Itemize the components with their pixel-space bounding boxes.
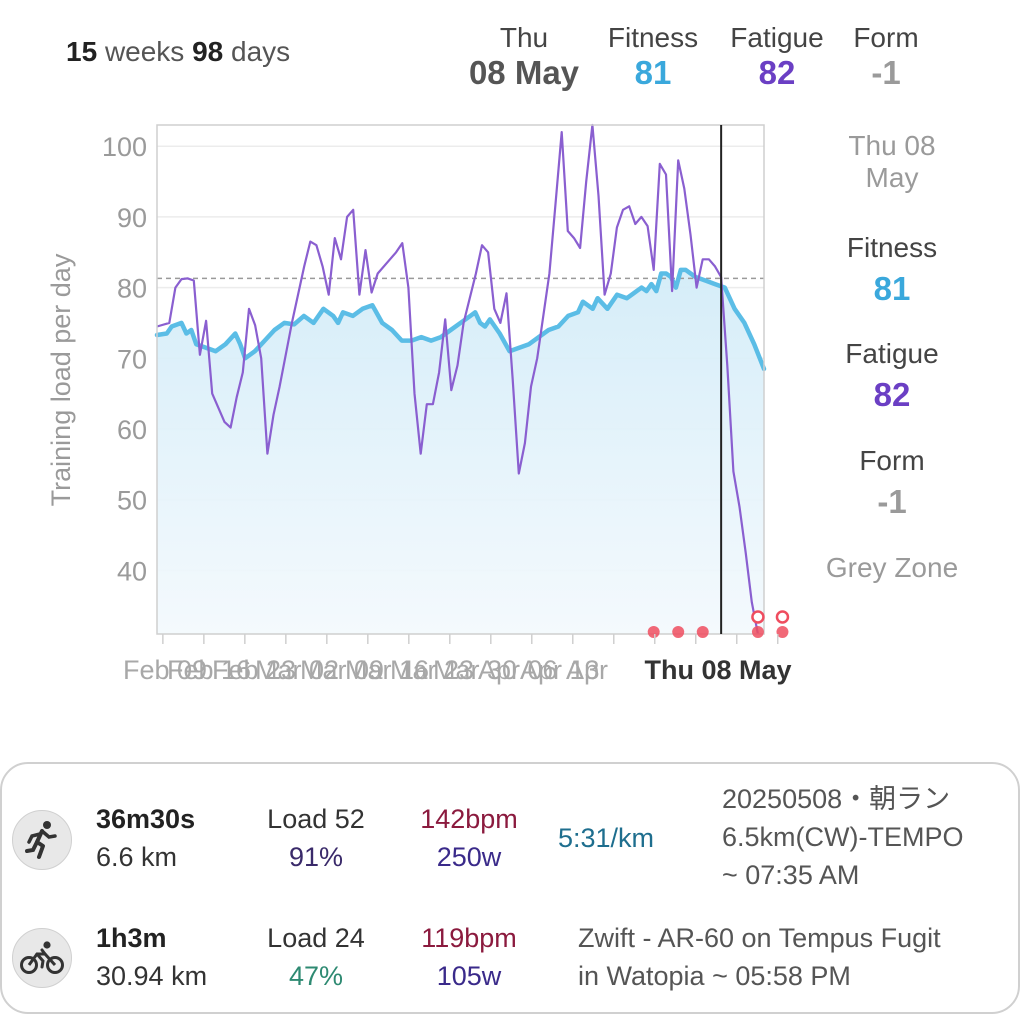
side-fitness: Fitness 81 bbox=[812, 232, 972, 308]
header-form-label: Form bbox=[853, 22, 919, 53]
activity-markers bbox=[647, 610, 790, 638]
side-fatigue-value: 82 bbox=[873, 376, 911, 413]
activity-1-percent: 91% bbox=[288, 842, 344, 872]
x-tick-label-8: Apr 06 bbox=[478, 655, 558, 685]
activity-1-pace: 5:31/km bbox=[558, 823, 655, 853]
header-fitness-value: 81 bbox=[634, 54, 672, 91]
x-tick-label-5: Mar 16 bbox=[345, 655, 429, 685]
x-tick-label-6: Mar 23 bbox=[390, 655, 474, 685]
cycling-icon[interactable] bbox=[12, 928, 72, 988]
header-fatigue: Fatigue 82 bbox=[722, 22, 832, 92]
activity-2-description[interactable]: Zwift - AR-60 on Tempus Fugit in Watopia… bbox=[578, 919, 941, 995]
activity-marker-5 bbox=[776, 626, 789, 638]
activity-2-distance: 30.94 km bbox=[96, 961, 208, 991]
zone-label: Grey Zone bbox=[825, 552, 959, 583]
activity-1-description[interactable]: 20250508・朝ラン 6.5km(CW)-TEMPO ~ 07:35 AM bbox=[722, 780, 963, 894]
header-fitness-label: Fitness bbox=[607, 22, 699, 53]
side-form-label: Form bbox=[859, 445, 925, 476]
fitness-series-line bbox=[154, 267, 767, 372]
activity-marker-2 bbox=[696, 626, 709, 638]
activity-1-metrics: 142bpm 250w bbox=[404, 800, 534, 876]
y-tick-label-100: 100 bbox=[102, 132, 147, 162]
y-axis-label: Training load per day bbox=[46, 253, 76, 506]
activity-2-desc-line1: Zwift - AR-60 on Tempus Fugit bbox=[578, 923, 941, 953]
header-date-value: 08 May bbox=[468, 54, 580, 91]
days-count: 98 bbox=[192, 36, 224, 67]
header-fatigue-label: Fatigue bbox=[730, 22, 824, 53]
x-tick-label-0: Feb 09 bbox=[123, 655, 207, 685]
y-tick-label-90: 90 bbox=[117, 203, 147, 233]
activity-2-metrics: 119bpm 105w bbox=[404, 919, 534, 995]
activity-marker-1 bbox=[672, 626, 685, 638]
running-icon[interactable] bbox=[12, 810, 72, 870]
side-form-value: -1 bbox=[877, 483, 907, 520]
y-tick-label-50: 50 bbox=[117, 486, 147, 516]
activity-2-load-label: Load bbox=[267, 923, 328, 953]
activity-2-percent: 47% bbox=[288, 961, 344, 991]
activity-1-desc-line3: ~ 07:35 AM bbox=[722, 860, 860, 890]
days-unit: days bbox=[231, 36, 291, 67]
weeks-unit: weeks bbox=[104, 36, 185, 67]
header-form: Form -1 bbox=[840, 22, 932, 92]
activity-1-load-value: 52 bbox=[334, 804, 365, 834]
activity-marker-6 bbox=[775, 610, 790, 624]
period-summary: 15 weeks 98 days bbox=[66, 36, 290, 68]
activity-1-distance: 6.6 km bbox=[96, 842, 178, 872]
header-date: Thu 08 May bbox=[458, 22, 590, 92]
activity-2-desc-line2: in Watopia ~ 05:58 PM bbox=[578, 961, 851, 991]
side-date-line1: Thu 08 bbox=[848, 130, 936, 161]
fatigue-series-line bbox=[156, 123, 759, 635]
header-form-value: -1 bbox=[871, 54, 901, 91]
activity-1-load: Load 52 91% bbox=[254, 800, 378, 876]
activity-2-load: Load 24 47% bbox=[254, 919, 378, 995]
side-date-line2: May bbox=[865, 162, 919, 193]
activity-2-duration: 1h3m bbox=[96, 923, 167, 953]
activity-2-heart-rate: 119bpm bbox=[421, 923, 517, 953]
activity-marker-4 bbox=[751, 610, 765, 624]
activities-card bbox=[0, 762, 1020, 1014]
y-tick-label-40: 40 bbox=[117, 556, 147, 586]
x-tick-label-4: Mar 09 bbox=[300, 655, 384, 685]
activity-2-power: 105w bbox=[436, 961, 502, 991]
activity-1-desc-line2: 6.5km(CW)-TEMPO bbox=[722, 822, 964, 852]
selected-date-label: Thu 08 May bbox=[644, 655, 791, 685]
x-tick-label-9: Apr 13 bbox=[520, 655, 600, 685]
side-form: Form -1 bbox=[812, 445, 972, 521]
fitness-area bbox=[157, 269, 764, 634]
header-day-name: Thu bbox=[499, 22, 549, 53]
x-tick-label-2: Feb 23 bbox=[212, 655, 296, 685]
activity-1-heart-rate: 142bpm bbox=[420, 804, 518, 834]
x-tick-label-7: Mar 30 bbox=[433, 655, 517, 685]
x-tick-label-10: Apr bbox=[566, 655, 608, 685]
x-tick-label-3: Mar 02 bbox=[255, 655, 339, 685]
x-tick-label-1: Feb 16 bbox=[167, 655, 251, 685]
header-fitness: Fitness 81 bbox=[598, 22, 708, 92]
y-tick-label-70: 70 bbox=[117, 344, 147, 374]
side-fitness-value: 81 bbox=[873, 270, 911, 307]
header-fatigue-value: 82 bbox=[758, 54, 796, 91]
activity-marker-3 bbox=[751, 626, 764, 638]
activity-2-summary[interactable]: 1h3m 30.94 km bbox=[96, 919, 207, 995]
selected-date-label-bg bbox=[628, 648, 778, 694]
plot-frame bbox=[156, 124, 765, 635]
selected-day-panel: Thu 08 May bbox=[812, 130, 972, 194]
activity-2-load-value: 24 bbox=[334, 923, 365, 953]
side-fitness-label: Fitness bbox=[846, 232, 938, 263]
activity-1-load-label: Load bbox=[267, 804, 328, 834]
activity-1-summary[interactable]: 36m30s 6.6 km bbox=[96, 800, 195, 876]
y-axis-ticks: 40 50 60 70 80 90 100 bbox=[102, 132, 147, 586]
activity-1-desc-line1: 20250508・朝ラン bbox=[722, 784, 951, 814]
side-fatigue: Fatigue 82 bbox=[812, 338, 972, 414]
weeks-count: 15 bbox=[66, 36, 98, 67]
side-fatigue-label: Fatigue bbox=[845, 338, 939, 369]
activity-1-power: 250w bbox=[436, 842, 502, 872]
y-tick-label-80: 80 bbox=[117, 274, 147, 304]
activity-marker-0 bbox=[647, 626, 660, 638]
activity-1-duration: 36m30s bbox=[96, 804, 196, 834]
y-tick-label-60: 60 bbox=[117, 415, 147, 445]
